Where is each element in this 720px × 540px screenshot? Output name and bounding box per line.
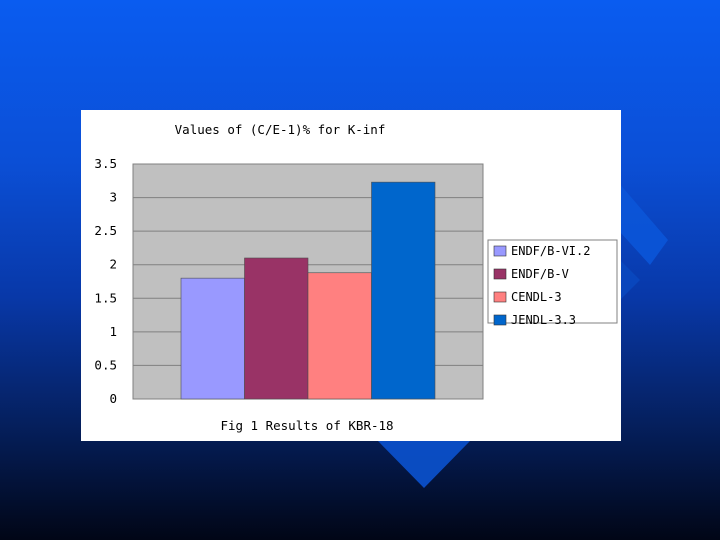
legend-swatch <box>493 245 507 257</box>
chart-title: Values of (C/E-1)% for K-inf <box>175 122 386 137</box>
legend-swatch <box>493 314 507 326</box>
legend-label: ENDF/B-VI.2 <box>511 244 590 258</box>
bar-endf-b-v <box>244 257 309 400</box>
legend-swatch <box>493 291 507 303</box>
y-tick-label: 1 <box>109 324 117 339</box>
bar-chart: Values of (C/E-1)% for K-inf 3.5 3 2.5 2 1.5… <box>94 122 618 433</box>
x-axis-label: Fig 1 Results of KBR-18 <box>220 418 393 433</box>
legend-box <box>487 239 618 324</box>
legend-label: CENDL-3 <box>511 290 562 304</box>
y-tick-label: 0 <box>109 391 117 406</box>
legend-swatch <box>493 268 507 280</box>
y-tick-label: 0.5 <box>94 357 117 372</box>
y-tick-label: 2 <box>109 257 117 272</box>
bar-endf-b-vi-2 <box>180 277 245 400</box>
legend-label: JENDL-3.3 <box>511 313 576 327</box>
bar-cendl-3 <box>307 272 372 400</box>
y-axis-ticks: 3.5 3 2.5 2 1.5 1 0.5 0 <box>94 156 117 406</box>
bars <box>180 181 436 400</box>
bar-jendl-3-3 <box>371 181 436 400</box>
y-tick-label: 2.5 <box>94 223 117 238</box>
chart-panel: Values of (C/E-1)% for K-inf 3.5 3 2.5 2 1.5… <box>81 110 621 441</box>
legend: ENDF/B-VI.2 ENDF/B-V CENDL-3 JENDL-3.3 <box>487 239 618 327</box>
y-tick-label: 3 <box>109 190 117 205</box>
legend-label: ENDF/B-V <box>511 267 569 281</box>
y-tick-label: 3.5 <box>94 156 117 171</box>
y-tick-label: 1.5 <box>94 290 117 305</box>
diamond-decoration <box>378 441 470 488</box>
